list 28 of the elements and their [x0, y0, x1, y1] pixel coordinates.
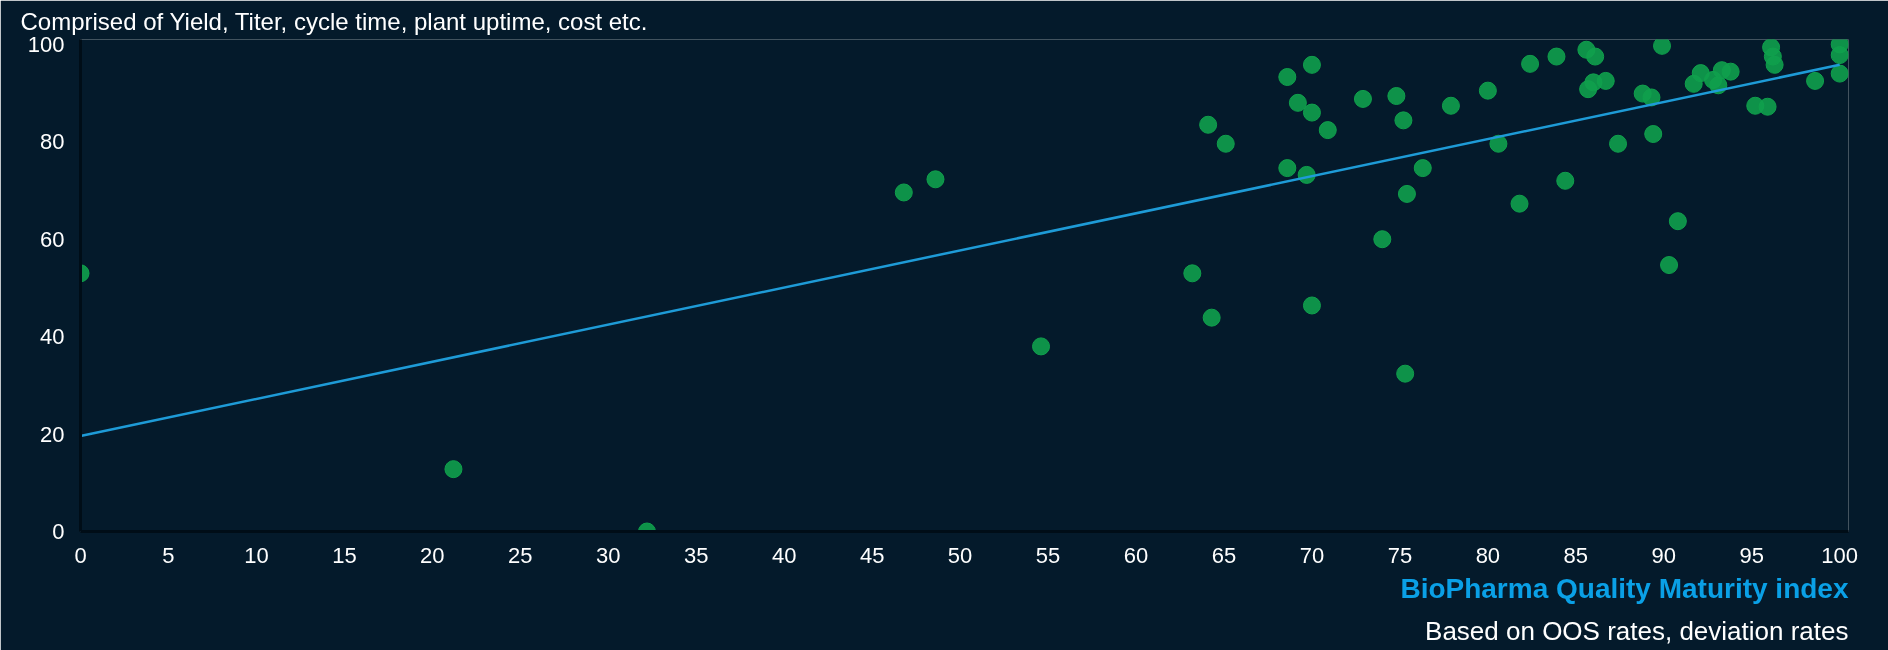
x-tick-label: 90 [1651, 542, 1677, 568]
x-tick-label: 25 [508, 542, 533, 568]
y-tick-label: 0 [52, 519, 65, 544]
x-tick-label: 50 [947, 542, 973, 568]
x-tick-label: 85 [1563, 542, 1589, 568]
x-tick-label: 95 [1739, 542, 1764, 568]
x-tick-label: 55 [1035, 542, 1061, 568]
y-tick-label: 20 [40, 421, 65, 447]
x-tick-label: 20 [420, 542, 445, 568]
y-tick-label: 80 [40, 129, 65, 155]
x-tick-label: 5 [162, 542, 175, 568]
x-tick-label: 100 [1821, 542, 1859, 568]
x-tick-label: 80 [1475, 542, 1501, 568]
y-tick-label: 40 [40, 324, 65, 350]
x-tick-label: 30 [596, 542, 621, 568]
x-tick-label: 45 [859, 542, 885, 568]
text: Based on OOS rates, deviation rates [1425, 615, 1849, 646]
x-tick-label: 40 [771, 542, 797, 568]
x-tick-label: 65 [1211, 542, 1237, 568]
x-tick-label: 35 [683, 542, 709, 568]
x-tick-label: 0 [74, 542, 87, 568]
x-tick-label: 10 [244, 542, 269, 568]
y-tick-label: 60 [40, 226, 65, 252]
x-tick-label: 60 [1123, 542, 1149, 568]
x-axis-title: BioPharma Quality Maturity index [1400, 572, 1849, 604]
x-tick-label: 70 [1299, 542, 1325, 568]
x-tick-label: 75 [1387, 542, 1413, 568]
x-tick-label: 15 [332, 542, 357, 568]
